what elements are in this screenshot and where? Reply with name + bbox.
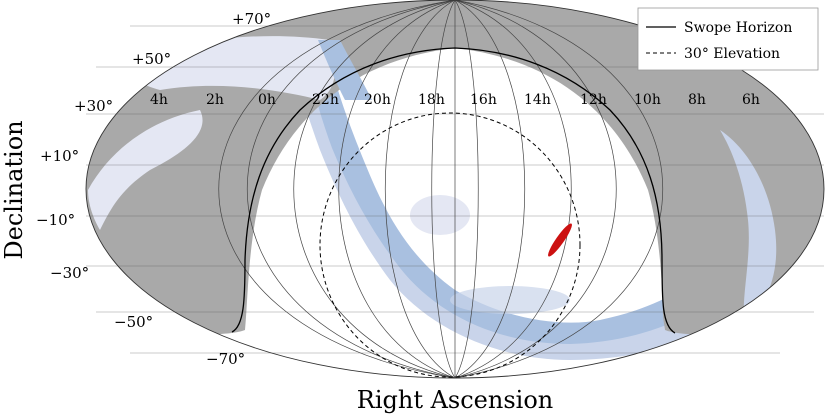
dec-tick-label: −10° xyxy=(36,211,75,229)
horizon-mask-east xyxy=(455,0,824,336)
ra-tick-label: 10h xyxy=(634,92,661,108)
legend-entry-label: 30° Elevation xyxy=(684,46,780,62)
dec-tick-label: −70° xyxy=(206,350,245,368)
legend-entry-label: Swope Horizon xyxy=(684,20,792,36)
localization-region xyxy=(548,223,572,257)
dust-patch-south xyxy=(450,286,570,314)
dust-over-grey-east xyxy=(720,130,777,325)
dec-tick-label: −50° xyxy=(114,313,153,331)
dec-tick-label: +10° xyxy=(40,147,79,165)
band-over-grey-top xyxy=(318,40,372,100)
legend: Swope Horizon 30° Elevation xyxy=(637,7,819,71)
ra-tick-label: 20h xyxy=(364,92,391,108)
dec-tick-label: +50° xyxy=(132,50,171,68)
ra-tick-label: 4h xyxy=(150,92,168,108)
ra-tick-label: 18h xyxy=(418,92,445,108)
dec-tick-label: −30° xyxy=(50,264,89,282)
y-axis-label: Declination xyxy=(0,120,28,259)
elevation-30-line xyxy=(319,112,581,378)
ra-tick-label: 0h xyxy=(258,92,276,108)
ra-tick-label: 2h xyxy=(206,92,224,108)
dec-tick-label: +70° xyxy=(232,10,271,28)
ra-tick-label: 14h xyxy=(524,92,551,108)
ra-tick-label: 12h xyxy=(580,92,607,108)
x-axis-label: Right Ascension xyxy=(357,386,554,414)
ra-tick-label: 6h xyxy=(742,92,760,108)
dust-over-grey-west xyxy=(88,110,203,230)
ra-tick-label: 8h xyxy=(688,92,706,108)
dec-tick-label: +30° xyxy=(74,97,113,115)
legend-box xyxy=(637,7,819,71)
swope-horizon-line xyxy=(231,47,676,334)
galactic-band-core xyxy=(304,40,775,344)
ra-tick-label: 16h xyxy=(470,92,497,108)
ra-tick-label: 22h xyxy=(312,92,339,108)
map-boundary xyxy=(85,0,825,379)
